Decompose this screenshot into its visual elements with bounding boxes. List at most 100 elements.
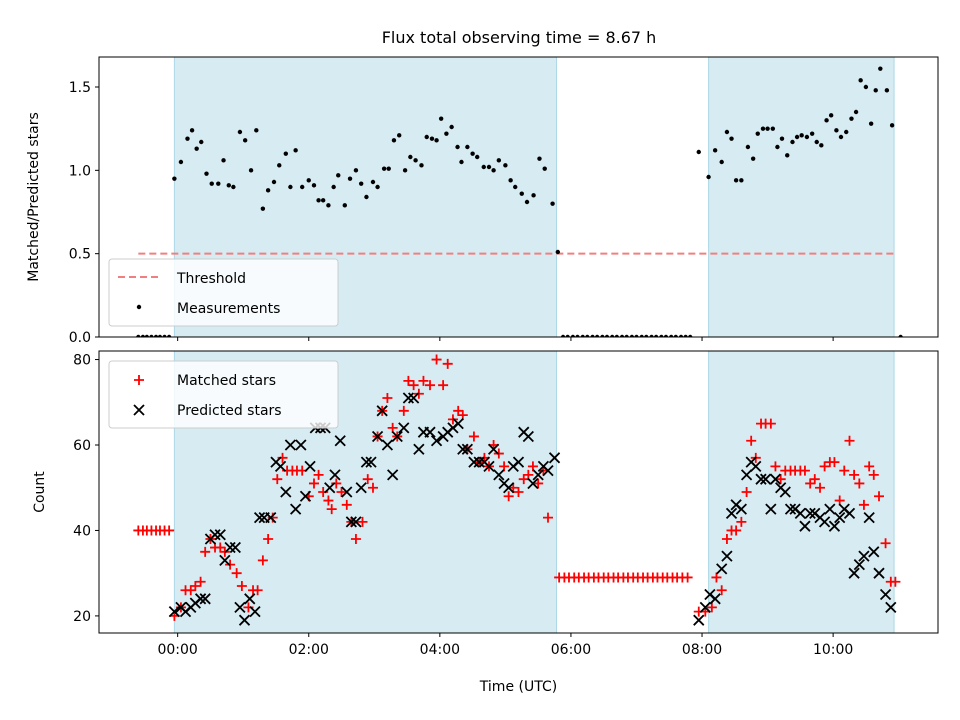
measurement-point xyxy=(342,203,348,208)
matched-star-point xyxy=(854,478,865,489)
count-plot-area xyxy=(133,354,901,626)
matched-star-point xyxy=(746,435,757,446)
measurement-point xyxy=(600,334,605,337)
measurement-point xyxy=(311,183,317,188)
measurement-point xyxy=(166,334,172,337)
predicted-star-point xyxy=(265,511,277,524)
measurement-point xyxy=(391,138,397,143)
predicted-star-point xyxy=(709,593,721,605)
predicted-star-point xyxy=(168,605,181,618)
measurement-point xyxy=(814,139,819,145)
measurement-point xyxy=(226,183,231,188)
matched-star-point xyxy=(418,375,429,386)
measurement-point xyxy=(178,159,184,165)
ratio-ytick-label: 0.0 xyxy=(69,330,91,346)
predicted-star-point xyxy=(209,529,221,541)
predicted-star-point xyxy=(290,503,302,515)
matched-star-point xyxy=(185,585,196,596)
matched-star-point xyxy=(829,457,840,468)
measurement-point xyxy=(424,134,429,140)
predicted-star-point xyxy=(299,490,312,502)
matched-star-point xyxy=(864,461,875,472)
predicted-star-point xyxy=(828,520,841,532)
measurement-point xyxy=(799,133,804,138)
predicted-star-point xyxy=(424,426,436,438)
measurement-point xyxy=(785,153,790,158)
measurement-point xyxy=(375,184,380,190)
predicted-star-point xyxy=(716,563,728,575)
predicted-star-point xyxy=(457,443,469,455)
measurement-point xyxy=(475,154,480,160)
predicted-star-point xyxy=(527,477,539,490)
measurement-point xyxy=(853,109,859,115)
ratio-ylabel: Matched/Predicted stars xyxy=(26,112,42,282)
measurement-point xyxy=(755,131,760,136)
count-ytick-label: 80 xyxy=(73,353,91,369)
matched-star-point xyxy=(252,585,263,596)
matched-star-point xyxy=(839,465,850,476)
predicted-star-point xyxy=(834,511,846,524)
measurement-point xyxy=(580,334,585,337)
measurement-point xyxy=(719,159,724,165)
measurement-point xyxy=(209,181,214,186)
matched-star-point xyxy=(263,534,274,544)
matched-star-point xyxy=(775,474,786,485)
measurement-point xyxy=(459,159,464,165)
matched-star-point xyxy=(236,581,247,591)
matched-star-point xyxy=(503,491,514,502)
matched-star-point xyxy=(849,469,860,480)
measurement-point xyxy=(381,166,387,171)
matched-star-point xyxy=(805,478,816,489)
matched-star-point xyxy=(815,482,826,493)
measurement-point xyxy=(194,146,199,151)
measurement-point xyxy=(242,138,248,143)
measurement-point xyxy=(849,116,854,121)
measurement-point xyxy=(858,78,863,83)
matched-star-point xyxy=(716,585,727,596)
measurement-point xyxy=(524,199,530,205)
measurement-point xyxy=(614,334,620,337)
measurement-point xyxy=(537,156,542,161)
matched-star-point xyxy=(190,581,201,591)
matched-star-point xyxy=(408,380,419,391)
predicted-star-point xyxy=(735,503,747,515)
count-ytick-label: 60 xyxy=(73,438,91,454)
measurement-point xyxy=(172,176,177,181)
measurement-point xyxy=(470,151,475,156)
measurement-point xyxy=(644,334,649,337)
measurement-point xyxy=(889,123,895,128)
matched-star-point xyxy=(403,375,414,386)
measurement-point xyxy=(434,138,439,143)
predicted-star-point xyxy=(542,464,554,477)
predicted-star-point xyxy=(350,516,362,528)
legend-label: Matched stars xyxy=(177,373,276,389)
measurement-point xyxy=(254,128,259,133)
matched-star-point xyxy=(513,487,524,497)
predicted-star-point xyxy=(693,614,705,626)
measurement-point xyxy=(794,134,800,140)
measurement-point xyxy=(560,334,566,337)
measurement-point xyxy=(790,139,795,145)
matched-star-point xyxy=(711,572,722,583)
measurement-point xyxy=(444,131,449,136)
matched-star-point xyxy=(326,504,337,515)
predicted-star-point xyxy=(295,439,307,451)
measurement-point xyxy=(491,168,496,173)
matched-star-point xyxy=(442,358,453,369)
count-legend: Matched stars Predicted stars xyxy=(108,360,339,429)
measurement-point xyxy=(316,198,321,203)
matched-star-point xyxy=(799,465,810,476)
measurement-point xyxy=(288,184,293,190)
matched-star-point xyxy=(809,474,820,485)
measurement-point xyxy=(397,133,402,138)
matched-star-point xyxy=(425,380,436,391)
matched-star-point xyxy=(527,461,538,472)
measurement-point xyxy=(834,128,839,133)
measurement-point xyxy=(779,136,785,141)
ratio-panel: 0.0 0.5 1.0 1.5 Matched/Predicted stars Thres… xyxy=(26,56,939,346)
measurement-point xyxy=(629,334,635,337)
measurement-point xyxy=(519,191,524,196)
measurement-point xyxy=(189,128,195,133)
predicted-star-point xyxy=(740,469,753,481)
